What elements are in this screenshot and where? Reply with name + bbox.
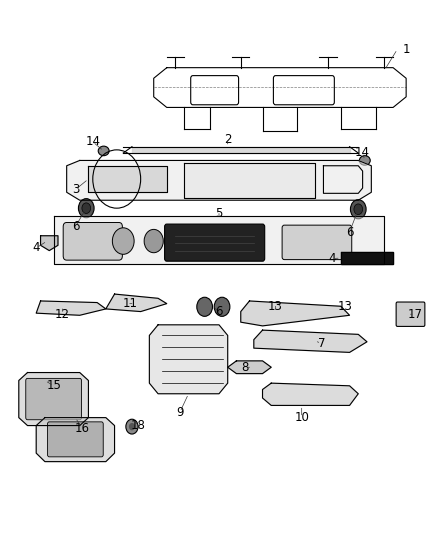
Text: 18: 18 [131, 419, 146, 432]
FancyBboxPatch shape [165, 224, 265, 261]
Text: 6: 6 [72, 220, 79, 233]
FancyBboxPatch shape [396, 302, 425, 326]
Text: 7: 7 [318, 337, 325, 350]
Polygon shape [88, 166, 167, 192]
Polygon shape [254, 330, 367, 352]
Polygon shape [41, 236, 58, 251]
Text: 10: 10 [294, 411, 309, 424]
Text: 12: 12 [55, 308, 70, 321]
Text: 4: 4 [32, 241, 40, 254]
Text: 13: 13 [338, 300, 353, 313]
Text: 2: 2 [224, 133, 231, 146]
Text: 13: 13 [268, 300, 283, 313]
Polygon shape [19, 373, 88, 425]
FancyBboxPatch shape [282, 225, 352, 260]
Text: 4: 4 [328, 252, 336, 265]
Polygon shape [241, 301, 350, 326]
Text: 8: 8 [241, 361, 249, 374]
Text: 15: 15 [46, 379, 61, 392]
Polygon shape [106, 294, 167, 312]
Polygon shape [53, 216, 385, 264]
Ellipse shape [98, 146, 109, 156]
Polygon shape [36, 418, 115, 462]
Circle shape [129, 423, 135, 430]
Text: 5: 5 [215, 207, 223, 220]
Polygon shape [262, 383, 358, 406]
Text: 14: 14 [85, 135, 100, 148]
Polygon shape [67, 160, 371, 200]
Text: 16: 16 [74, 422, 89, 435]
Text: 9: 9 [176, 406, 184, 419]
Circle shape [197, 297, 212, 317]
Circle shape [144, 229, 163, 253]
FancyBboxPatch shape [63, 222, 122, 260]
Text: 6: 6 [215, 305, 223, 318]
Text: 1: 1 [403, 43, 410, 55]
Text: 14: 14 [355, 146, 370, 159]
Text: 6: 6 [346, 225, 353, 239]
Circle shape [350, 200, 366, 219]
Text: 11: 11 [122, 297, 137, 310]
FancyBboxPatch shape [26, 378, 81, 419]
Circle shape [82, 203, 91, 214]
Polygon shape [341, 252, 393, 264]
Polygon shape [184, 163, 315, 198]
Polygon shape [228, 361, 271, 374]
Circle shape [113, 228, 134, 254]
Text: 17: 17 [407, 308, 422, 321]
Circle shape [214, 297, 230, 317]
Polygon shape [149, 325, 228, 394]
Polygon shape [36, 301, 106, 316]
Circle shape [126, 419, 138, 434]
Circle shape [354, 204, 363, 215]
Ellipse shape [359, 156, 370, 165]
Text: 3: 3 [72, 183, 79, 196]
Circle shape [78, 199, 94, 217]
FancyBboxPatch shape [47, 422, 103, 457]
